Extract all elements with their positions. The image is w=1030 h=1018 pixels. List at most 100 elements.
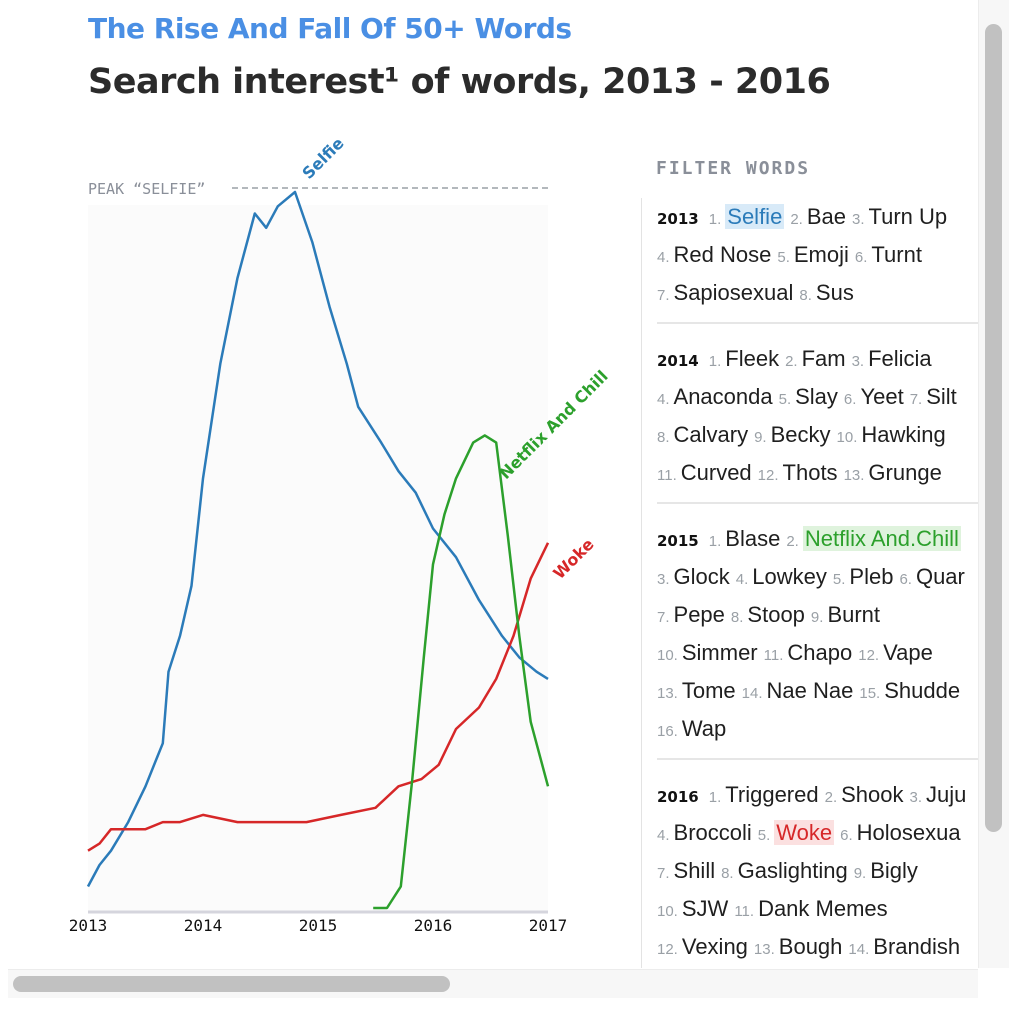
- word-filter-vexing[interactable]: Vexing: [681, 934, 748, 959]
- word-rank: 3.: [657, 571, 670, 588]
- word-rank: 4.: [657, 827, 670, 844]
- word-filter-anaconda[interactable]: Anaconda: [673, 384, 773, 409]
- word-filter-juju[interactable]: Juju: [926, 782, 967, 807]
- word-rank: 3.: [909, 789, 923, 806]
- word-rank: 7.: [657, 865, 670, 882]
- word-row: 7. Shill 8. Gaslighting 9. Bigly: [657, 856, 924, 886]
- word-rank: 14.: [848, 941, 870, 958]
- word-filter-nae-nae[interactable]: Nae Nae: [766, 678, 854, 703]
- word-rank: 4.: [657, 249, 670, 266]
- word-filter-thots[interactable]: Thots: [782, 460, 838, 485]
- word-filter-holosexua[interactable]: Holosexua: [856, 820, 961, 845]
- word-rank: 5.: [778, 391, 792, 408]
- word-row: 16. Wap: [657, 714, 732, 744]
- word-filter-turnt[interactable]: Turnt: [871, 242, 922, 267]
- word-rank: 11.: [763, 647, 784, 664]
- word-filter-wap[interactable]: Wap: [681, 716, 727, 741]
- word-filter-turn-up[interactable]: Turn Up: [868, 204, 948, 229]
- year-label: 2013: [657, 210, 699, 228]
- word-rank: 3.: [851, 353, 865, 370]
- word-filter-dank-memes[interactable]: Dank Memes: [758, 896, 888, 921]
- word-filter-bae[interactable]: Bae: [806, 204, 846, 229]
- x-tick-label: 2013: [69, 916, 108, 935]
- word-filter-emoji[interactable]: Emoji: [793, 242, 849, 267]
- word-filter-vape[interactable]: Vape: [883, 640, 933, 665]
- x-tick-labels: 2013 2014 2015 2016 2017: [69, 916, 568, 935]
- word-filter-brandish[interactable]: Brandish: [873, 934, 961, 959]
- word-filter-bigly[interactable]: Bigly: [870, 858, 918, 883]
- x-tick-label: 2014: [184, 916, 223, 935]
- word-rank: 1.: [708, 789, 722, 806]
- horizontal-scrollbar-thumb[interactable]: [13, 976, 450, 992]
- word-filter-woke[interactable]: Woke: [774, 820, 835, 845]
- word-filter-burnt[interactable]: Burnt: [827, 602, 881, 627]
- word-filter-shudde[interactable]: Shudde: [884, 678, 961, 703]
- word-rank: 2.: [785, 353, 798, 370]
- word-filter-hawking[interactable]: Hawking: [861, 422, 946, 447]
- word-filter-sus[interactable]: Sus: [815, 280, 854, 305]
- word-filter-glock[interactable]: Glock: [673, 564, 730, 589]
- word-filter-fleek[interactable]: Fleek: [725, 346, 780, 371]
- word-row: 8. Calvary 9. Becky 10. Hawking: [657, 420, 952, 450]
- word-rank: 14.: [741, 685, 763, 702]
- word-filter-tome[interactable]: Tome: [681, 678, 736, 703]
- word-row: 3. Glock 4. Lowkey 5. Pleb 6. Quar: [657, 562, 971, 592]
- word-filter-felicia[interactable]: Felicia: [868, 346, 932, 371]
- word-rank: 7.: [657, 609, 670, 626]
- word-rank: 1.: [708, 353, 722, 370]
- vertical-scrollbar-thumb[interactable]: [985, 24, 1002, 832]
- series-label-selfie: Selfie: [298, 134, 347, 183]
- word-rank: 9.: [853, 865, 867, 882]
- word-filter-chapo[interactable]: Chapo: [787, 640, 853, 665]
- word-rank: 6.: [854, 249, 868, 266]
- word-filter-quar[interactable]: Quar: [915, 564, 965, 589]
- word-row: 2013 1. Selfie 2. Bae 3. Turn Up: [657, 202, 953, 232]
- series-line-netflix-and-chill[interactable]: [373, 434, 550, 910]
- word-filter-yeet[interactable]: Yeet: [860, 384, 904, 409]
- word-filter-curved[interactable]: Curved: [680, 460, 752, 485]
- year-group-2015: 2015 1. Blase 2. Netflix And.Chill 3. Glock 4. L…: [657, 520, 978, 760]
- word-filter-stoop[interactable]: Stoop: [747, 602, 805, 627]
- word-filter-netflix-and-chill[interactable]: Netflix And.Chill: [802, 526, 961, 551]
- word-filter-red-nose[interactable]: Red Nose: [673, 242, 772, 267]
- word-rank: 5.: [757, 827, 771, 844]
- x-tick-label: 2017: [529, 916, 568, 935]
- word-filter-broccoli[interactable]: Broccoli: [673, 820, 752, 845]
- word-filter-slay[interactable]: Slay: [795, 384, 838, 409]
- word-filter-blase[interactable]: Blase: [725, 526, 781, 551]
- word-row: 2015 1. Blase 2. Netflix And.Chill: [657, 524, 967, 554]
- word-rank: 12.: [757, 467, 779, 484]
- word-rank: 5.: [832, 571, 846, 588]
- word-filter-selfie[interactable]: Selfie: [725, 204, 785, 229]
- word-filter-simmer[interactable]: Simmer: [681, 640, 758, 665]
- word-rank: 13.: [753, 941, 775, 958]
- word-filter-silt[interactable]: Silt: [926, 384, 957, 409]
- word-row: 10. SJW 11. Dank Memes: [657, 894, 894, 924]
- word-filter-grunge[interactable]: Grunge: [868, 460, 942, 485]
- word-filter-becky[interactable]: Becky: [770, 422, 831, 447]
- word-rank: 10.: [657, 903, 678, 920]
- filter-heading: FILTER WORDS: [656, 158, 811, 179]
- series-line-selfie[interactable]: [86, 190, 549, 888]
- word-row: 10. Simmer 11. Chapo 12. Vape: [657, 638, 939, 668]
- series-line-woke[interactable]: [87, 542, 550, 852]
- word-filter-gaslighting[interactable]: Gaslighting: [737, 858, 848, 883]
- word-filter-shook[interactable]: Shook: [841, 782, 904, 807]
- word-filter-sapiosexual[interactable]: Sapiosexual: [673, 280, 794, 305]
- filter-panel: FILTER WORDS 2013 1. Selfie 2. Bae 3. Turn Up 4…: [641, 150, 978, 968]
- word-rank: 7.: [657, 287, 670, 304]
- word-filter-sjw[interactable]: SJW: [681, 896, 729, 921]
- word-filter-pepe[interactable]: Pepe: [673, 602, 725, 627]
- word-filter-lowkey[interactable]: Lowkey: [752, 564, 827, 589]
- word-rank: 16.: [657, 723, 678, 740]
- word-rank: 11.: [657, 467, 677, 484]
- word-filter-pleb[interactable]: Pleb: [849, 564, 894, 589]
- word-filter-triggered[interactable]: Triggered: [725, 782, 819, 807]
- word-filter-bough[interactable]: Bough: [778, 934, 843, 959]
- year-label: 2016: [657, 788, 699, 806]
- word-filter-shill[interactable]: Shill: [673, 858, 716, 883]
- word-rank: 8.: [799, 287, 812, 304]
- word-filter-calvary[interactable]: Calvary: [673, 422, 749, 447]
- word-filter-fam[interactable]: Fam: [801, 346, 846, 371]
- year-group-2014: 2014 1. Fleek 2. Fam 3. Felicia 4. Anaconda 5. Sla…: [657, 340, 978, 504]
